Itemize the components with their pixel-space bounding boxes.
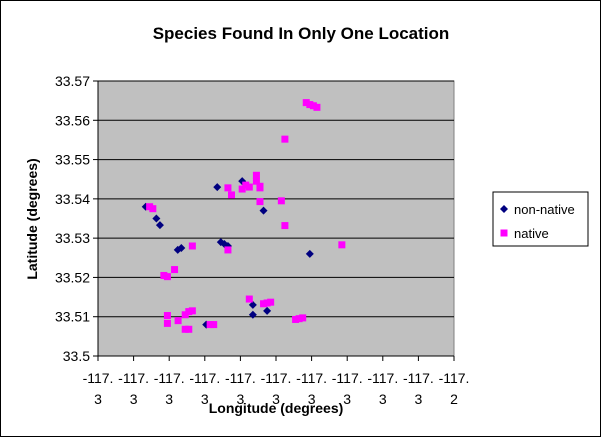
point-native (299, 314, 307, 322)
y-tick-label: 33.56 (55, 112, 90, 128)
point-native (252, 171, 260, 179)
point-native (281, 222, 289, 230)
grid-lines (98, 80, 454, 318)
x-tick-label: -117. 3 (83, 370, 114, 407)
point-non-native (305, 249, 314, 258)
x-tick-label: -117. 2 (439, 370, 470, 407)
point-native (306, 101, 314, 109)
legend-box (492, 191, 589, 247)
point-native (309, 102, 317, 110)
point-native (260, 300, 268, 308)
point-native (313, 103, 321, 111)
point-native (224, 184, 232, 192)
point-native (149, 205, 157, 213)
x-tick-label: -117. 3 (296, 370, 327, 407)
y-tick-label: 33.55 (55, 152, 90, 168)
y-axis-title: Latitude (degrees) (24, 158, 40, 279)
point-native (256, 182, 264, 190)
y-tick-label: 33.5 (63, 348, 90, 364)
point-non-native (155, 221, 164, 230)
point-native (210, 321, 218, 329)
point-non-native (213, 183, 222, 192)
legend-label-native: native (514, 226, 549, 241)
x-axis-ticks: -117. 3-117. 3-117. 3-117. 3-117. 3-117. 3-117… (83, 356, 470, 407)
point-non-native (248, 310, 257, 319)
point-native (224, 246, 232, 254)
point-non-native (259, 206, 268, 215)
y-axis-ticks: 33.5 33.51 33.52 33.53 33.54 33.55 33.56 33.57 (55, 73, 98, 364)
point-native (174, 317, 182, 325)
point-native (252, 177, 260, 185)
point-native (160, 271, 168, 279)
point-non-native (152, 214, 161, 223)
x-tick-label: -117. 3 (154, 370, 185, 407)
point-native (185, 325, 193, 333)
point-native (163, 319, 171, 327)
point-non-native (263, 306, 272, 315)
y-tick-label: 33.57 (55, 73, 90, 89)
point-native (245, 183, 253, 191)
point-native (163, 312, 171, 320)
y-tick-label: 33.53 (55, 230, 90, 246)
legend: non-native native (492, 191, 589, 247)
point-native (188, 242, 196, 250)
point-native (338, 241, 346, 249)
x-axis-title: Longitude (degrees) (209, 400, 344, 416)
chart-title: Species Found In Only One Location (153, 24, 450, 43)
x-tick-label: -117. 3 (118, 370, 149, 407)
point-native (267, 298, 275, 306)
point-native (245, 295, 253, 303)
y-tick-label: 33.51 (55, 309, 90, 325)
point-native (163, 273, 171, 281)
point-native (228, 191, 235, 199)
point-non-native (177, 243, 186, 252)
y-tick-label: 33.54 (55, 191, 90, 207)
point-non-native (248, 300, 257, 309)
point-native (242, 181, 250, 189)
legend-marker-non-native (500, 205, 508, 213)
point-native (277, 197, 285, 205)
point-native (256, 198, 264, 206)
point-native (281, 135, 289, 143)
x-tick-label: -117. 3 (225, 370, 256, 407)
plot-area (97, 80, 455, 357)
data-points (141, 99, 346, 333)
point-native (292, 315, 300, 323)
point-native (302, 99, 310, 107)
point-native (188, 307, 196, 315)
point-native (263, 299, 271, 307)
point-native (171, 266, 179, 274)
series-native (146, 99, 346, 333)
point-native (181, 311, 189, 319)
point-native (181, 325, 189, 333)
x-tick-label: -117. 3 (403, 370, 434, 407)
x-tick-label: -117. 3 (332, 370, 363, 407)
x-tick-label: -117. 3 (189, 370, 220, 407)
point-native (295, 315, 303, 323)
legend-label-non-native: non-native (514, 202, 575, 217)
point-native (238, 185, 246, 193)
point-native (185, 308, 193, 316)
x-tick-label: -117. 3 (367, 370, 398, 407)
legend-marker-native (500, 229, 508, 237)
x-tick-label: -117. 3 (261, 370, 292, 407)
y-tick-label: 33.52 (55, 269, 90, 285)
point-native (206, 321, 214, 329)
